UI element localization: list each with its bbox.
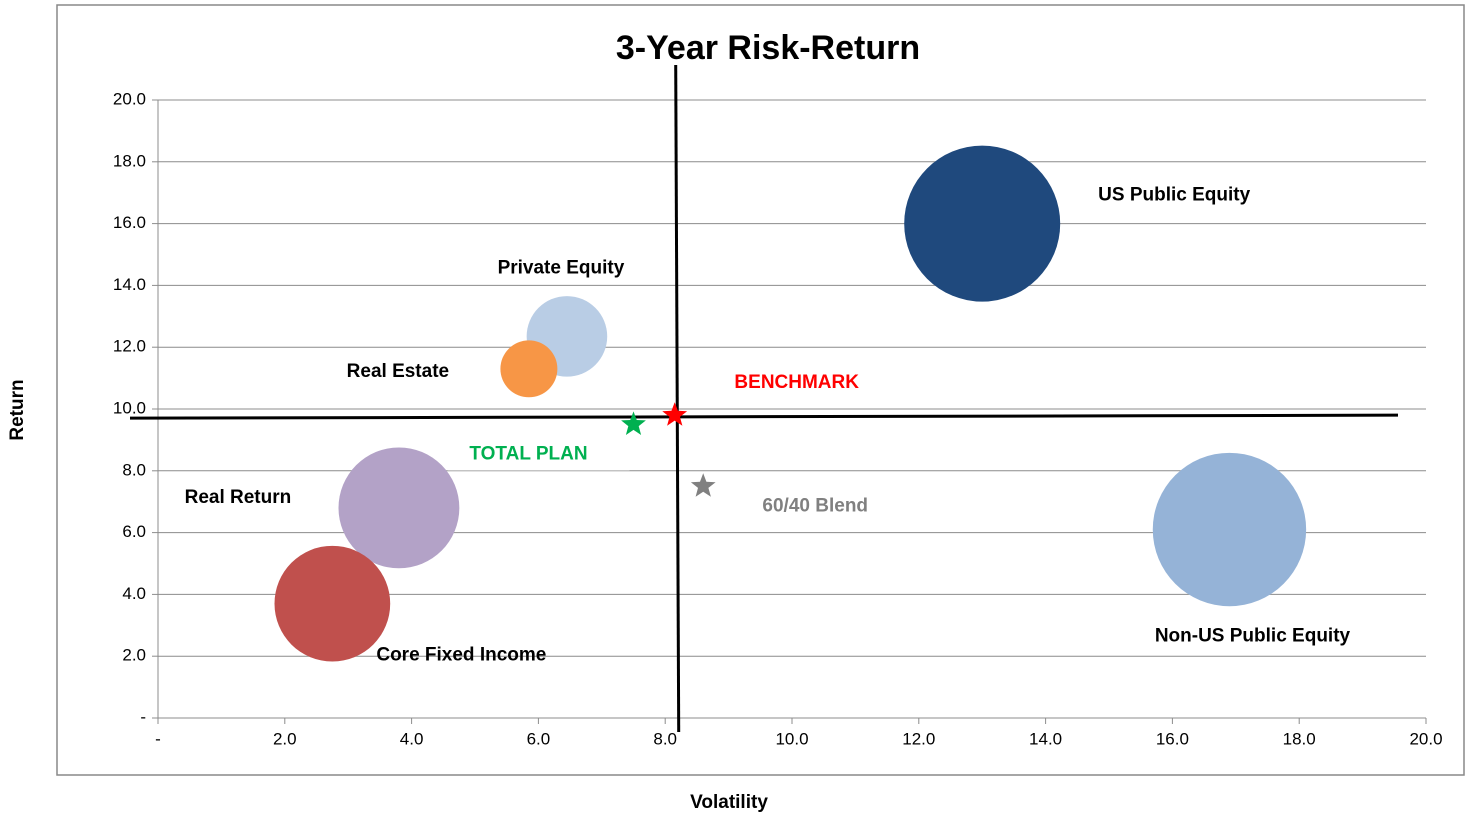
- series-label: Private Equity: [498, 257, 625, 278]
- series-label: US Public Equity: [1098, 185, 1250, 206]
- bubble: [1152, 452, 1307, 607]
- x-tick-label: 6.0: [527, 729, 551, 748]
- x-tick-label: 8.0: [653, 729, 677, 748]
- label-background: [447, 438, 630, 471]
- star-marker: [662, 402, 688, 426]
- series-label: TOTAL PLAN: [469, 443, 587, 464]
- y-tick-label: 2.0: [122, 646, 146, 665]
- x-tick-label: 2.0: [273, 729, 297, 748]
- y-tick-label: 10.0: [113, 398, 146, 417]
- y-tick-label: -: [140, 707, 146, 726]
- x-tick-label: 14.0: [1029, 729, 1062, 748]
- x-tick-label: -: [155, 729, 161, 748]
- chart-frame: [56, 4, 1465, 776]
- series-label: Real Return: [185, 487, 292, 508]
- x-tick-label: 4.0: [400, 729, 424, 748]
- y-axis-title: Return: [7, 379, 28, 440]
- bubble: [274, 545, 391, 662]
- bubble: [904, 145, 1061, 302]
- series-label: Core Fixed Income: [376, 645, 546, 666]
- y-tick-label: 18.0: [113, 151, 146, 170]
- series-label: Non-US Public Equity: [1155, 626, 1351, 647]
- x-tick-label: 20.0: [1409, 729, 1442, 748]
- y-tick-label: 8.0: [122, 460, 146, 479]
- y-tick-label: 20.0: [113, 89, 146, 108]
- y-tick-label: 6.0: [122, 522, 146, 541]
- bubble: [500, 340, 558, 398]
- series-label: 60/40 Blend: [762, 495, 868, 516]
- x-tick-label: 10.0: [775, 729, 808, 748]
- y-tick-label: 4.0: [122, 584, 146, 603]
- x-axis-title: Volatility: [690, 792, 768, 813]
- crosshair-horizontal: [129, 413, 1399, 420]
- y-tick-label: 16.0: [113, 213, 146, 232]
- star-marker: [690, 473, 716, 497]
- series-label: Real Estate: [347, 361, 449, 382]
- star-marker: [621, 411, 646, 435]
- y-tick-label: 12.0: [113, 337, 146, 356]
- x-tick-label: 18.0: [1283, 729, 1316, 748]
- x-tick-label: 12.0: [902, 729, 935, 748]
- crosshair-vertical: [674, 64, 681, 733]
- chart-title: 3-Year Risk-Return: [616, 29, 920, 67]
- y-tick-label: 14.0: [113, 275, 146, 294]
- series-label: BENCHMARK: [734, 372, 859, 393]
- x-tick-label: 16.0: [1156, 729, 1189, 748]
- bubble: [338, 447, 460, 569]
